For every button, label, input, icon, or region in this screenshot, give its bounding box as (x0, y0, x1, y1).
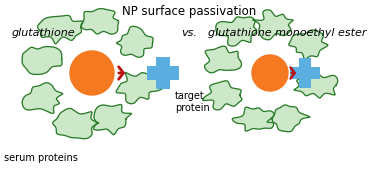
FancyBboxPatch shape (156, 57, 170, 89)
Text: glutathione: glutathione (11, 28, 75, 38)
Polygon shape (81, 9, 119, 34)
Polygon shape (37, 15, 83, 44)
Polygon shape (93, 104, 132, 135)
Polygon shape (216, 17, 257, 46)
Text: vs.: vs. (181, 28, 197, 38)
Polygon shape (22, 83, 63, 113)
FancyBboxPatch shape (147, 66, 179, 80)
Polygon shape (203, 81, 242, 110)
FancyBboxPatch shape (299, 58, 311, 88)
Text: target
protein: target protein (175, 91, 210, 113)
Text: glutathione monoethyl ester: glutathione monoethyl ester (208, 28, 366, 38)
Polygon shape (267, 105, 310, 132)
Circle shape (252, 55, 288, 91)
Polygon shape (53, 108, 98, 139)
Polygon shape (204, 46, 242, 73)
Polygon shape (116, 72, 163, 104)
Polygon shape (116, 26, 153, 57)
Polygon shape (232, 107, 274, 131)
Polygon shape (289, 30, 328, 59)
Polygon shape (253, 10, 293, 40)
Text: NP surface passivation: NP surface passivation (122, 5, 256, 18)
FancyBboxPatch shape (290, 67, 320, 79)
Text: serum proteins: serum proteins (4, 153, 77, 163)
Polygon shape (22, 47, 62, 74)
Circle shape (70, 51, 114, 95)
Polygon shape (294, 70, 338, 98)
